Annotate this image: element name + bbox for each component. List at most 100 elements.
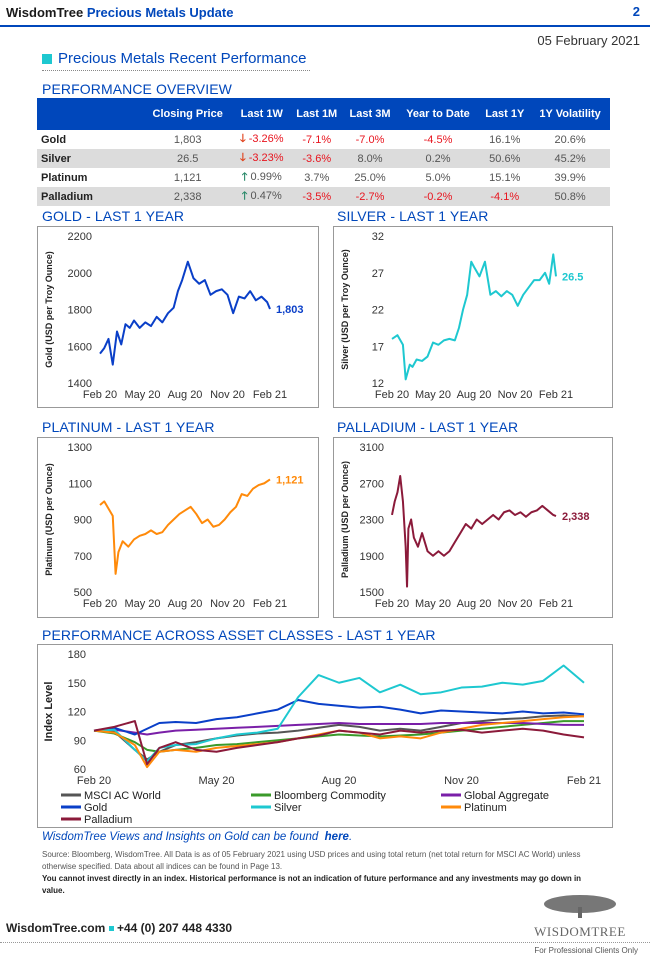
- y-axis-label: Platinum (USD per Ounce): [44, 463, 54, 576]
- separator-icon: [108, 926, 114, 932]
- header-divider: [0, 25, 650, 27]
- y-tick-label: 120: [68, 707, 86, 719]
- source-note: Source: Bloomberg, WisdomTree. All Data …: [42, 850, 581, 871]
- column-header: Last 1M: [290, 98, 344, 130]
- logo-text: WISDOMTREE: [534, 924, 626, 939]
- cell-value: 39.9%: [554, 171, 586, 184]
- y-tick-label: 2000: [68, 268, 92, 280]
- column-header: Last 1W: [233, 98, 291, 130]
- x-tick-label: May 20: [124, 598, 160, 610]
- cell-price: 2,338: [142, 187, 234, 206]
- y-tick-label: 2300: [360, 515, 384, 527]
- cell-value: -3.26%: [248, 133, 284, 145]
- y-tick-label: 32: [372, 231, 384, 243]
- arrow-up-icon: 🡑: [241, 171, 251, 183]
- y-tick-label: 150: [68, 678, 86, 690]
- footer-divider: [0, 942, 650, 943]
- cell-value: 1,121: [173, 171, 202, 184]
- y-tick-label: 2700: [360, 478, 384, 490]
- end-value-label: 26.5: [562, 271, 583, 283]
- legend-label: Global Aggregate: [464, 790, 549, 802]
- cell-value: 1,803: [173, 133, 202, 146]
- cell-m: 3.7%: [290, 168, 343, 187]
- y-axis-label: Silver (USD per Troy Ounce): [340, 249, 350, 370]
- series-line-gold: [99, 260, 271, 366]
- brand: WisdomTree: [6, 5, 84, 20]
- table-row: Silver 26.5 🡓 -3.23% -3.6% 8.0% 0.2% 50.6% 45.2…: [37, 149, 610, 168]
- column-header: [37, 98, 142, 130]
- table-row: Platinum 1,121 🡑 0.99% 3.7% 25.0% 5.0% 15.1% 39…: [37, 168, 610, 187]
- x-tick-label: Aug 20: [457, 598, 492, 610]
- audience-disclaimer: For Professional Clients Only: [534, 946, 638, 955]
- series-line-silver: [391, 253, 557, 381]
- cell-m3: 25.0%: [343, 168, 396, 187]
- x-tick-label: Feb 20: [83, 598, 117, 610]
- series-line-platinum: [99, 478, 271, 575]
- x-tick-label: May 20: [124, 389, 160, 401]
- x-tick-label: Nov 20: [210, 389, 245, 401]
- series-line-gold: [93, 699, 585, 736]
- x-tick-label: Nov 20: [498, 598, 533, 610]
- table-row: Gold 1,803 🡓 -3.26% -7.1% -7.0% -4.5% 16.1% 20.…: [37, 130, 610, 149]
- website-link[interactable]: WisdomTree.com: [6, 921, 106, 935]
- platinum-chart: 500 700 900 1100 1300 Feb 20 May 20 Aug 20 Nov 2…: [37, 437, 319, 618]
- cell-value: 8.0%: [357, 152, 383, 165]
- cell-value: 45.2%: [554, 152, 586, 165]
- y-tick-label: 3100: [360, 442, 384, 454]
- cell-ytd: 5.0%: [397, 168, 480, 187]
- y-tick-label: 1300: [68, 442, 92, 454]
- cell-y: 50.6%: [479, 149, 531, 168]
- cell-ytd: -0.2%: [396, 187, 480, 206]
- cell-y: 16.1%: [479, 130, 530, 149]
- cell-value: -3.5%: [302, 190, 332, 203]
- cell-y: 15.1%: [479, 168, 530, 187]
- column-header: Last 3M: [343, 98, 397, 130]
- legend-label: Gold: [84, 802, 107, 814]
- insights-link[interactable]: here: [324, 831, 349, 843]
- series-line-palladium: [93, 720, 585, 766]
- x-tick-label: Feb 20: [77, 775, 111, 787]
- legend-label: Silver: [274, 802, 302, 814]
- cell-value: -4.5%: [423, 133, 453, 146]
- overview-title: PERFORMANCE OVERVIEW: [42, 81, 232, 97]
- metal-name: Gold: [41, 133, 67, 146]
- cell-value: -3.23%: [248, 152, 284, 164]
- legend-label: MSCI AC World: [84, 790, 161, 802]
- cell-value: 16.1%: [489, 133, 521, 146]
- y-tick-label: 500: [74, 587, 92, 599]
- y-tick-label: 900: [74, 515, 92, 527]
- x-tick-label: Nov 20: [444, 775, 479, 787]
- document-title: WisdomTree Precious Metals Update: [6, 5, 233, 20]
- cell-w: 🡓 -3.23%: [233, 149, 291, 168]
- x-tick-label: Feb 21: [539, 389, 573, 401]
- arrow-down-icon: 🡓: [239, 152, 249, 164]
- table-row: Palladium 2,338 🡑 0.47% -3.5% -2.7% -0.2% -4.1…: [37, 187, 610, 206]
- gold-chart: 1400 1600 1800 2000 2200 Feb 20 May 20 Aug 20 No…: [37, 226, 319, 408]
- y-tick-label: 1800: [68, 305, 92, 317]
- cell-value: -2.7%: [355, 190, 385, 203]
- contact-line: WisdomTree.com +44 (0) 207 448 4330: [6, 921, 232, 935]
- title: Precious Metals Update: [86, 5, 234, 20]
- x-tick-label: May 20: [415, 598, 451, 610]
- cell-vol: 39.9%: [530, 168, 610, 187]
- x-tick-label: Feb 21: [253, 598, 287, 610]
- insights-line: WisdomTree Views and Insights on Gold ca…: [42, 831, 353, 843]
- cell-value: -0.2%: [423, 190, 453, 203]
- cell-m: -3.5%: [290, 187, 344, 206]
- cell-value: 0.2%: [425, 152, 451, 165]
- cell-w: 🡓 -3.26%: [233, 130, 290, 149]
- x-tick-label: Feb 20: [375, 389, 409, 401]
- page-number: 2: [632, 4, 640, 19]
- cell-value: 15.1%: [489, 171, 521, 184]
- performance-table: Closing Price Last 1W Last 1M Last 3M Year t…: [37, 98, 610, 206]
- y-axis-label: Gold (USD per Troy Ounce): [44, 251, 54, 368]
- insights-text: WisdomTree Views and Insights on Gold ca…: [42, 831, 319, 843]
- x-tick-label: Feb 20: [375, 598, 409, 610]
- x-tick-label: Feb 20: [83, 389, 117, 401]
- cell-ytd: 0.2%: [396, 149, 480, 168]
- x-tick-label: Feb 21: [567, 775, 601, 787]
- cell-value: 25.0%: [354, 171, 386, 184]
- y-tick-label: 2200: [68, 231, 92, 243]
- cell-m3: -7.0%: [343, 130, 396, 149]
- cell-m: -7.1%: [290, 130, 343, 149]
